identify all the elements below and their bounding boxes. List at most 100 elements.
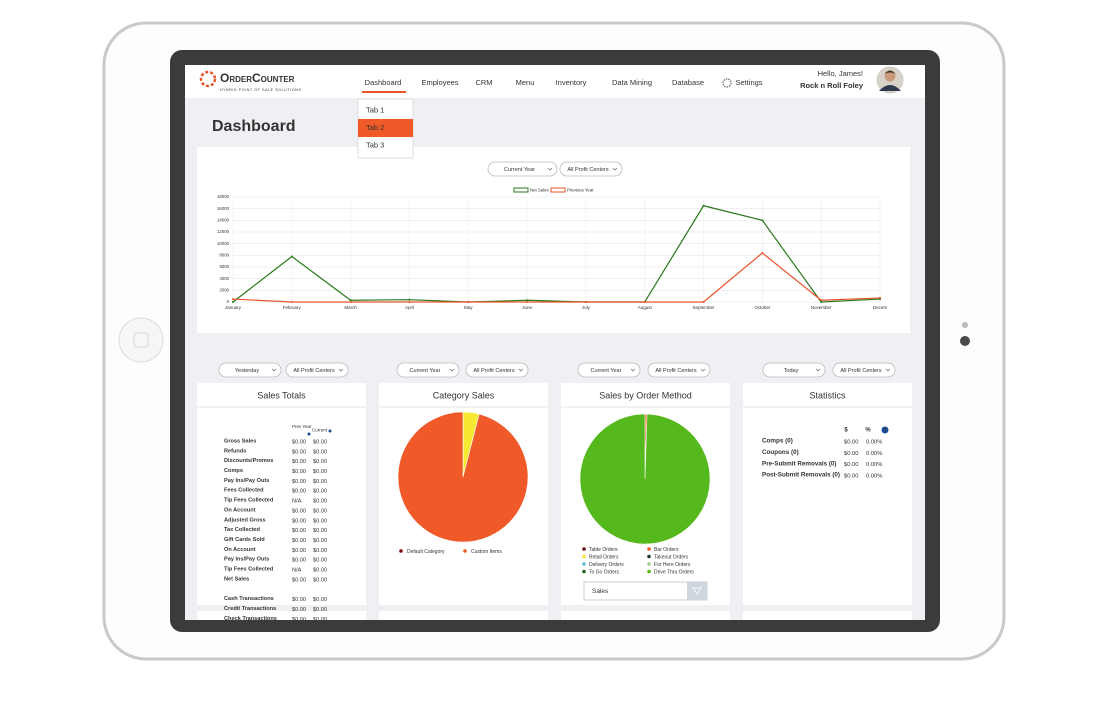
point	[526, 299, 529, 302]
row-label: Check Transactions	[224, 616, 277, 622]
nav-bar	[185, 65, 925, 98]
tab-item[interactable]: Tab 2	[366, 123, 384, 132]
y-tick-label: 14000	[217, 217, 230, 222]
tab-item[interactable]: Tab 3	[366, 140, 384, 149]
settings-icon	[722, 78, 732, 88]
select-button[interactable]	[687, 582, 707, 600]
row-value: $0.00	[313, 439, 327, 445]
legend-label: Drive Thru Orders	[654, 569, 694, 575]
stat-link[interactable]: Coupons (0)	[762, 449, 799, 456]
stat-link[interactable]: Comps (0)	[762, 438, 793, 445]
panel-below	[379, 611, 548, 620]
tab-menu	[357, 98, 414, 159]
filter-select[interactable]	[762, 362, 826, 378]
home-button[interactable]	[118, 317, 164, 363]
x-tick-label: May	[464, 305, 473, 310]
x-tick-label: November	[811, 305, 832, 310]
filter-select[interactable]	[577, 362, 641, 378]
series-line	[232, 205, 881, 303]
nav-item[interactable]: Data Mining	[612, 78, 652, 87]
filter-select[interactable]	[285, 362, 349, 378]
x-tick-label: September	[693, 305, 716, 310]
x-tick-label: April	[405, 305, 414, 310]
column-header: %	[865, 428, 871, 434]
stat-percent: 0.00%	[866, 462, 882, 468]
y-tick-label: 8000	[219, 252, 229, 257]
row-label: Fees Collected	[224, 488, 264, 494]
row-value: N/A	[292, 499, 302, 505]
nav-item[interactable]: Employees	[421, 78, 458, 87]
filter-select[interactable]	[647, 362, 711, 378]
filter-label: Current Year	[504, 167, 535, 173]
y-tick-label: 10000	[217, 241, 230, 246]
nav-item[interactable]: Inventory	[556, 78, 587, 87]
help-icon[interactable]	[881, 426, 889, 434]
nav-item[interactable]: Settings	[735, 78, 762, 87]
camera	[960, 336, 970, 346]
filter-select[interactable]	[465, 362, 529, 378]
filter-select[interactable]	[487, 161, 558, 177]
legend-dot	[463, 549, 467, 553]
row-value: $0.00	[292, 528, 306, 534]
avatar[interactable]	[876, 66, 904, 94]
stat-value: $0.00	[844, 462, 859, 468]
legend-swatch	[550, 187, 566, 193]
row-value: $0.00	[313, 607, 327, 613]
nav-item[interactable]: CRM	[475, 78, 492, 87]
x-tick-label: February	[283, 305, 302, 310]
y-tick-label: 12000	[217, 229, 230, 234]
nav-item[interactable]: Database	[672, 78, 704, 87]
point	[584, 301, 587, 303]
panel-below	[743, 611, 912, 620]
row-label: Gift Cards Sold	[224, 537, 265, 543]
legend-label: To Go Orders	[589, 569, 620, 575]
point	[702, 301, 705, 303]
point	[761, 219, 764, 222]
legend-dot	[582, 569, 586, 574]
nav-item[interactable]: Dashboard	[365, 78, 402, 87]
x-tick-label: Decem	[873, 305, 888, 310]
point	[526, 301, 529, 303]
tab-item[interactable]: Tab 1	[366, 105, 384, 114]
stat-link[interactable]: Post-Submit Removals (0)	[762, 472, 840, 479]
row-value: $0.00	[313, 449, 327, 455]
legend-label: For Here Orders	[654, 562, 691, 568]
stat-percent: 0.00%	[866, 440, 882, 446]
select-arrow	[692, 587, 702, 595]
filter-label: All Profit Centers	[840, 368, 882, 374]
x-tick-label: October	[754, 305, 771, 310]
x-tick-label: June	[522, 305, 532, 310]
nav-item[interactable]: Menu	[516, 78, 535, 87]
legend-dot	[399, 549, 403, 553]
point	[879, 296, 881, 299]
greeting: Hello, James!	[818, 69, 863, 78]
row-label: Tax Collected	[224, 527, 261, 533]
logo: OrderCounter HYBRID POINT OF SALE SOLUTI…	[199, 70, 301, 92]
filter-select[interactable]	[832, 362, 896, 378]
panel	[743, 383, 912, 605]
panel-below	[561, 611, 730, 620]
x-tick-label: August	[638, 305, 653, 310]
row-label: On Account	[224, 507, 256, 513]
panel	[197, 383, 366, 605]
point	[349, 299, 352, 302]
column-header: $	[844, 428, 848, 434]
row-label: Adjusted Gross	[224, 517, 266, 523]
filter-select[interactable]	[218, 362, 282, 378]
row-value: $0.00	[313, 528, 327, 534]
chevron	[630, 368, 636, 372]
y-tick-label: 6000	[219, 264, 229, 269]
row-value: $0.00	[313, 568, 327, 574]
row-value: $0.00	[292, 469, 306, 475]
x-tick-label: March	[344, 305, 357, 310]
stat-value: $0.00	[844, 451, 859, 457]
logo-text: OrderCounter	[220, 71, 295, 85]
stat-link[interactable]: Pre-Submit Removals (0)	[762, 460, 837, 467]
logo-icon	[199, 70, 217, 88]
filter-select[interactable]	[396, 362, 460, 378]
row-label: Gross Sales	[224, 438, 256, 444]
row-label: Cash Transactions	[224, 596, 274, 602]
point	[820, 299, 823, 302]
row-value: $0.00	[292, 479, 306, 485]
filter-select[interactable]	[559, 161, 623, 177]
